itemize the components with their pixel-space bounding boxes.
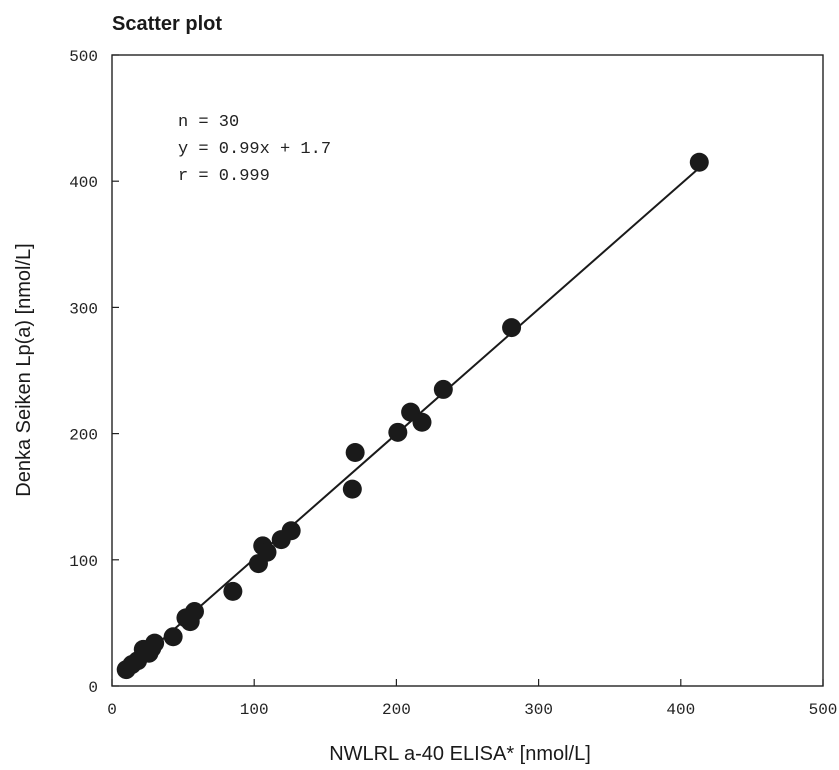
annotation-equation: y = 0.99x + 1.7 xyxy=(178,140,331,159)
y-tick-label: 300 xyxy=(69,300,98,318)
x-tick-label: 300 xyxy=(524,701,553,719)
data-points xyxy=(116,152,709,680)
data-point xyxy=(163,627,183,647)
x-tick-label: 200 xyxy=(382,701,411,719)
y-axis-ticks: 0 100 200 300 400 500 xyxy=(69,48,119,697)
x-tick-label: 0 xyxy=(107,701,117,719)
data-point xyxy=(257,542,277,562)
data-point xyxy=(184,602,204,622)
y-tick-label: 100 xyxy=(69,553,98,571)
y-tick-label: 200 xyxy=(69,427,98,445)
data-point xyxy=(388,422,408,442)
y-tick-label: 0 xyxy=(88,679,98,697)
y-tick-label: 500 xyxy=(69,48,98,66)
data-point xyxy=(223,581,243,601)
x-axis-label: NWLRL a-40 ELISA* [nmol/L] xyxy=(329,743,591,765)
y-tick-label: 400 xyxy=(69,174,98,192)
data-point xyxy=(433,379,453,399)
annotation-n: n = 30 xyxy=(178,113,239,132)
plot-frame xyxy=(111,54,824,687)
data-point xyxy=(345,443,365,463)
x-tick-label: 100 xyxy=(240,701,269,719)
x-axis-ticks: 0 100 200 300 400 500 xyxy=(107,679,837,719)
data-point xyxy=(502,318,522,338)
data-point xyxy=(342,479,362,499)
chart-title: Scatter plot xyxy=(112,13,222,35)
y-axis-label: Denka Seiken Lp(a) [nmol/L] xyxy=(13,243,35,496)
annotation-r: r = 0.999 xyxy=(178,167,270,186)
data-point xyxy=(281,521,301,541)
data-point xyxy=(689,152,709,172)
data-point xyxy=(145,633,165,653)
data-point xyxy=(412,412,432,432)
x-tick-label: 400 xyxy=(666,701,695,719)
x-tick-label: 500 xyxy=(809,701,838,719)
